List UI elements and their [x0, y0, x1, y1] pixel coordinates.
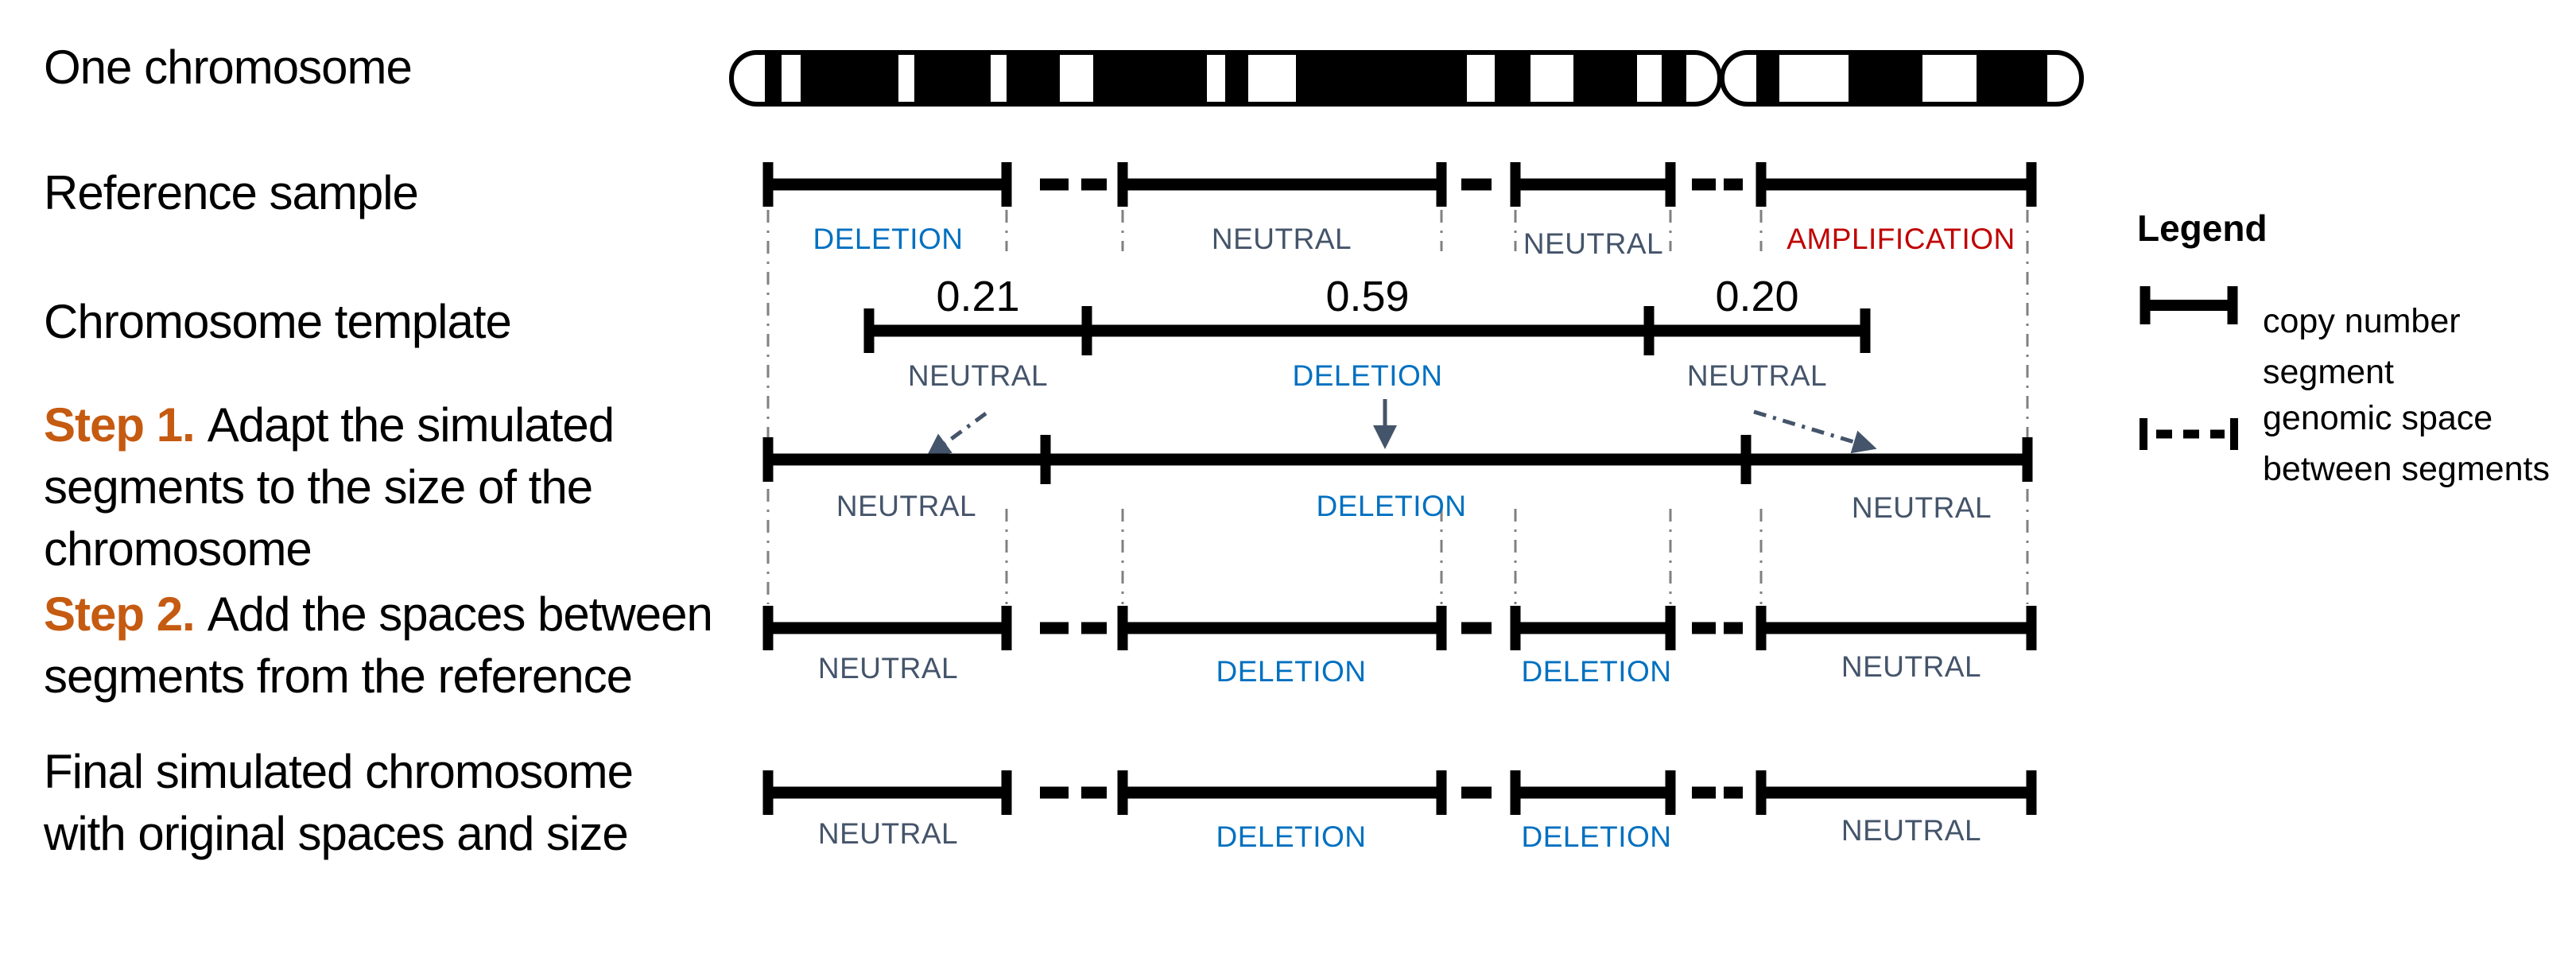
step2-seg4-state: NEUTRAL: [1841, 650, 1982, 683]
final-row-graphic: [762, 770, 2037, 815]
mapping-arrows: [925, 399, 1877, 458]
step1-seg3-state: NEUTRAL: [1851, 491, 1992, 524]
template-seg1-value: 0.21: [936, 273, 1020, 320]
step2-row-graphic: [762, 606, 2037, 650]
reference-seg2-state: NEUTRAL: [1211, 223, 1352, 255]
reference-seg1-state: DELETION: [813, 223, 964, 255]
legend-item-copy-number-line1: copy number: [2263, 302, 2461, 340]
legend-item-genomic-space-line1: genomic space: [2263, 399, 2493, 437]
template-row-graphic: [863, 306, 1871, 355]
one-chromosome-label: One chromosome: [44, 41, 413, 94]
legend-item-copy-number: copy number segment: [2263, 296, 2461, 398]
template-seg2-state: DELETION: [1292, 359, 1443, 392]
final-seg1-state: NEUTRAL: [817, 817, 959, 850]
step2-line1-text: Add the spaces between: [207, 588, 713, 641]
legend-item-copy-number-line2: segment: [2263, 353, 2394, 391]
final-label: Final simulated chromosome with original…: [44, 741, 634, 865]
final-seg4-state: NEUTRAL: [1841, 814, 1982, 847]
step1-line3: chromosome: [44, 522, 312, 576]
final-line2: with original spaces and size: [44, 807, 629, 860]
step2-seg1-state: NEUTRAL: [817, 652, 959, 684]
ideogram-left-arm-bands: [765, 52, 1686, 104]
final-seg2-state: DELETION: [1216, 820, 1367, 853]
chromosome-ideogram: [729, 50, 2084, 107]
arrow-left: [925, 411, 987, 458]
template-seg3-state: NEUTRAL: [1686, 359, 1828, 392]
copy-number-segment-icon: [2140, 286, 2238, 324]
ideogram-right-arm-outline: [1720, 50, 2084, 107]
step2-label: Step 2. Add the spaces between segments f…: [44, 584, 713, 708]
legend-title: Legend: [2137, 207, 2268, 249]
reference-row-graphic: [762, 162, 2037, 207]
step2-line1: Step 2. Add the spaces between: [44, 584, 713, 646]
final-line1: Final simulated chromosome: [44, 745, 634, 798]
step2-seg2-state: DELETION: [1216, 655, 1367, 688]
template-seg2-value: 0.59: [1325, 273, 1410, 320]
reference-seg3-state: NEUTRAL: [1523, 227, 1664, 260]
template-seg3-value: 0.20: [1715, 273, 1799, 320]
genomic-space-icon: [2140, 418, 2238, 450]
guide-lines: [766, 210, 2029, 604]
legend-item-genomic-space: genomic space between segments: [2263, 393, 2550, 494]
step1-row-graphic: [762, 435, 2033, 484]
step2-line2: segments from the reference: [44, 650, 633, 703]
reference-sample-label: Reference sample: [44, 166, 419, 219]
step2-seg3-state: DELETION: [1521, 655, 1672, 688]
step2-prefix: Step 2.: [44, 588, 196, 641]
step1-line1: Step 1. Adapt the simulated: [44, 394, 615, 456]
step1-line2: segments to the size of the: [44, 460, 593, 514]
ideogram-right-arm-bands: [1756, 52, 2047, 104]
step1-prefix: Step 1.: [44, 398, 196, 452]
chromosome-template-label: Chromosome template: [44, 295, 512, 348]
legend-item-genomic-space-line2: between segments: [2263, 450, 2550, 488]
step1-line1-text: Adapt the simulated: [207, 398, 615, 452]
step1-seg1-state: NEUTRAL: [836, 490, 977, 522]
arrow-right: [1753, 409, 1877, 454]
step1-seg2-state: DELETION: [1316, 490, 1467, 522]
final-seg3-state: DELETION: [1521, 820, 1672, 853]
step1-label: Step 1. Adapt the simulated segments to t…: [44, 394, 615, 580]
reference-seg4-state: AMPLIFICATION: [1787, 223, 2015, 255]
template-seg1-state: NEUTRAL: [907, 359, 1049, 392]
